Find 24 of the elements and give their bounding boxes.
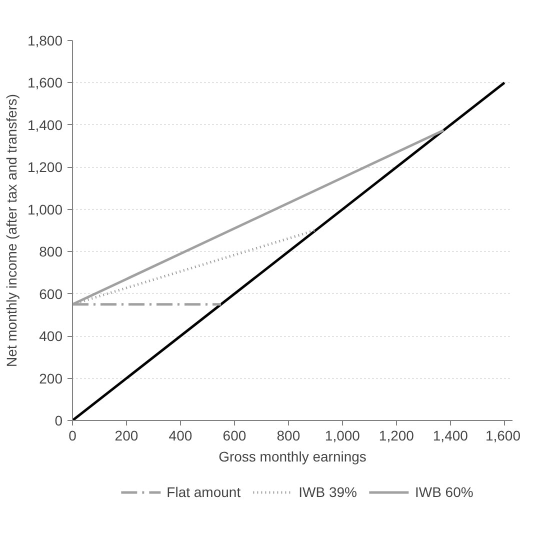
x-tick-label: 0 [68, 428, 77, 444]
y-tick-label: 1,000 [27, 201, 63, 218]
x-tick-label: 1,200 [378, 428, 414, 444]
x-tick-label: 400 [168, 428, 192, 444]
x-tick-label: 1,600 [485, 428, 521, 444]
y-axis-title: Net monthly income (after tax and transfers) [3, 94, 20, 368]
x-tick-label: 1,400 [432, 428, 468, 444]
y-tick-label: 1,600 [27, 74, 63, 91]
y-tick-label: 400 [39, 328, 63, 344]
legend-label: IWB 60% [414, 484, 474, 500]
y-tick-label: 600 [39, 286, 63, 302]
x-tick-label: 800 [276, 428, 300, 444]
y-tick-label: 1,800 [27, 32, 63, 48]
y-tick-label: 200 [39, 370, 63, 386]
y-tick-label: 1,400 [27, 116, 63, 133]
y-tick-label: 800 [39, 244, 63, 260]
x-tick-label: 600 [222, 428, 246, 444]
y-tick-label: 0 [54, 412, 63, 428]
y-tick-label: 1,200 [27, 159, 63, 176]
x-tick-label: 1,000 [324, 428, 360, 444]
x-tick-label: 200 [114, 428, 138, 444]
legend-label: IWB 39% [298, 484, 357, 500]
x-axis-title: Gross monthly earnings [218, 448, 366, 464]
legend-label: Flat amount [166, 484, 241, 500]
